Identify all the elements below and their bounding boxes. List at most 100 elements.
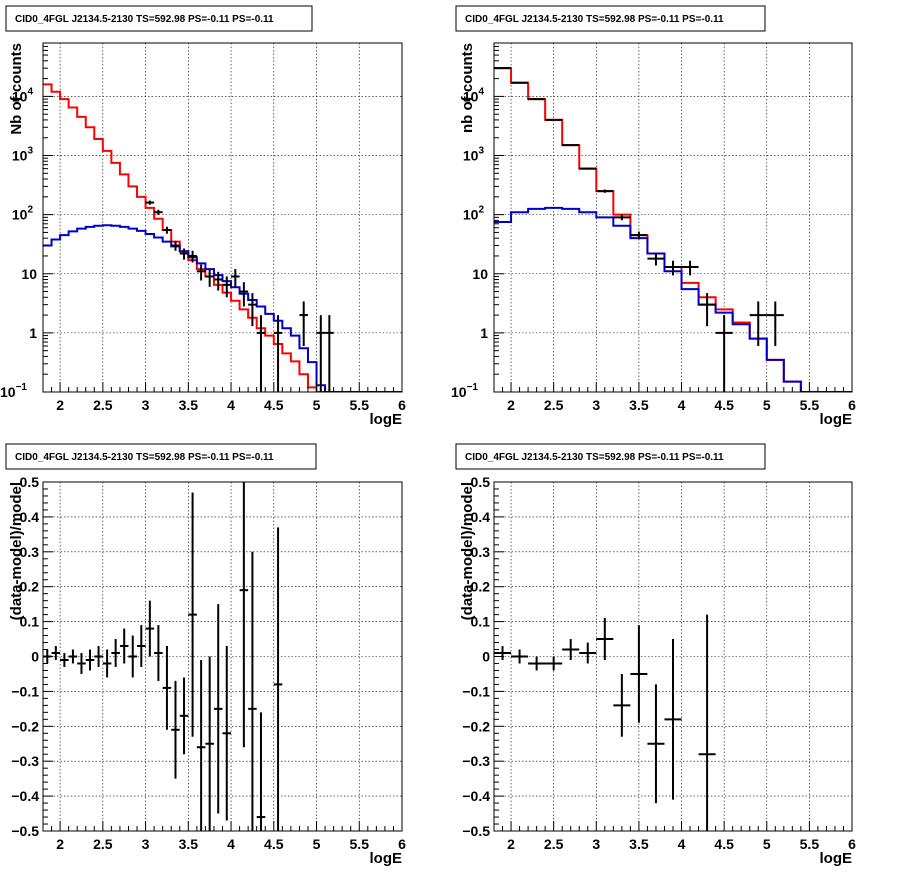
y-tick-label: 102 <box>463 205 485 223</box>
y-tick-label: −0.4 <box>462 788 490 804</box>
y-tick-label: 0.2 <box>20 579 40 595</box>
x-tick-label: 3.5 <box>629 836 649 852</box>
y-tick-label: 0.5 <box>471 474 491 490</box>
x-tick-label: 5 <box>313 397 321 413</box>
y-tick-label: −0.4 <box>11 788 39 804</box>
y-tick-label: 1 <box>480 325 488 341</box>
x-tick-label: 5.5 <box>350 836 370 852</box>
plot-area <box>43 83 402 392</box>
series-line-model_total <box>43 83 402 392</box>
x-tick-label: 4 <box>678 397 686 413</box>
x-tick-label: 5.5 <box>800 836 820 852</box>
chart-title-box <box>5 443 317 470</box>
x-tick-label: 6 <box>398 836 406 852</box>
x-tick-label: 6 <box>398 397 406 413</box>
y-tick-label: 0.1 <box>471 614 491 630</box>
y-tick-label: 0.3 <box>471 544 491 560</box>
plot-area <box>43 482 283 831</box>
chart-panel-1: CID0_4FGL J2134.5-2130 TS=592.98 PS=-0.1… <box>0 5 406 428</box>
x-axis: 2 2.5 3 3.5 4 4.5 5 5.5 6 <box>493 821 856 852</box>
x-tick-label: 3 <box>592 397 600 413</box>
chart-title-box <box>455 5 766 32</box>
y-axis: −0.5 −0.4 −0.3 −0.2 −0.1 0 0.1 0.2 0.3 0.4 0.5 <box>11 474 53 839</box>
x-axis-label: logE <box>370 850 403 867</box>
x-axis: 2 2.5 3 3.5 4 4.5 5 5.5 6 <box>42 821 406 852</box>
x-tick-label: 3 <box>142 836 150 852</box>
x-tick-label: 5 <box>763 397 771 413</box>
y-tick-label: 0.4 <box>20 509 40 525</box>
series-line-model_source <box>494 206 852 392</box>
y-tick-label: 10−1 <box>451 382 478 400</box>
chart-title: CID0_4FGL J2134.5-2130 TS=592.98 PS=-0.1… <box>15 14 274 25</box>
y-axis-label: nb of counts <box>459 43 476 133</box>
x-axis-label: logE <box>820 411 853 428</box>
y-tick-label: 103 <box>463 146 485 164</box>
y-tick-label: −0.2 <box>11 718 39 734</box>
chart-panel-4: CID0_4FGL J2134.5-2130 TS=592.98 PS=-0.1… <box>455 443 856 867</box>
chart-title-box <box>5 5 313 32</box>
x-axis-label: logE <box>820 850 853 867</box>
y-tick-label: 10−1 <box>0 382 27 400</box>
plot-frame <box>42 42 403 393</box>
x-tick-label: 3.5 <box>179 397 199 413</box>
x-tick-label: 2.5 <box>544 397 564 413</box>
x-tick-label: 2.5 <box>93 836 113 852</box>
y-tick-label: 1 <box>29 325 37 341</box>
y-tick-label: 0.5 <box>20 474 40 490</box>
y-tick-label: −0.3 <box>11 753 39 769</box>
series-line-model_source <box>43 224 402 392</box>
grid <box>43 481 403 832</box>
x-tick-label: 2 <box>507 836 515 852</box>
x-tick-label: 4.5 <box>714 836 734 852</box>
x-tick-label: 3 <box>592 836 600 852</box>
x-tick-label: 3 <box>142 397 150 413</box>
x-axis: 2 2.5 3 3.5 4 4.5 5 5.5 6 <box>42 382 406 413</box>
grid <box>494 43 853 393</box>
x-tick-label: 4 <box>227 397 235 413</box>
x-tick-label: 5 <box>313 836 321 852</box>
plot-frame <box>493 42 853 393</box>
x-tick-label: 6 <box>848 836 856 852</box>
y-tick-label: 102 <box>12 205 34 223</box>
x-tick-label: 4.5 <box>264 836 284 852</box>
chart-title-box <box>455 443 766 470</box>
x-tick-label: 2 <box>507 397 515 413</box>
y-tick-label: 0.3 <box>20 544 40 560</box>
y-tick-label: −0.5 <box>462 823 490 839</box>
y-tick-label: 0.1 <box>20 614 40 630</box>
x-axis-label: logE <box>370 411 403 428</box>
plot-area <box>494 614 716 831</box>
y-tick-label: 0 <box>482 649 490 665</box>
chart-title: CID0_4FGL J2134.5-2130 TS=592.98 PS=-0.1… <box>15 452 274 463</box>
x-tick-label: 3.5 <box>629 397 649 413</box>
y-tick-label: 0.4 <box>471 509 491 525</box>
x-tick-label: 4 <box>678 836 686 852</box>
plot-area <box>494 67 852 392</box>
series-line-model_total <box>494 67 852 392</box>
x-tick-label: 2.5 <box>544 836 564 852</box>
x-tick-label: 2 <box>56 836 64 852</box>
y-tick-label: −0.1 <box>462 683 490 699</box>
chart-panel-2: CID0_4FGL J2134.5-2130 TS=592.98 PS=-0.1… <box>451 5 856 428</box>
y-tick-label: −0.1 <box>11 683 39 699</box>
y-tick-label: 10 <box>472 266 488 282</box>
y-axis-label: Nb of counts <box>8 43 25 135</box>
grid <box>43 43 403 393</box>
x-axis: 2 2.5 3 3.5 4 4.5 5 5.5 6 <box>493 382 856 413</box>
x-tick-label: 5 <box>763 836 771 852</box>
y-axis-label: (data-model)/model <box>8 482 25 620</box>
y-tick-label: −0.5 <box>11 823 39 839</box>
x-tick-label: 5.5 <box>800 397 820 413</box>
chart-panel-3: CID0_4FGL J2134.5-2130 TS=592.98 PS=-0.1… <box>5 443 406 867</box>
y-tick-label: 0 <box>31 649 39 665</box>
y-tick-label: 0.2 <box>471 579 491 595</box>
x-tick-label: 4 <box>227 836 235 852</box>
chart-title: CID0_4FGL J2134.5-2130 TS=592.98 PS=-0.1… <box>465 452 724 463</box>
y-tick-label: 10 <box>21 266 37 282</box>
y-axis: −0.5 −0.4 −0.3 −0.2 −0.1 0 0.1 0.2 0.3 0.4 0.5 <box>462 474 504 839</box>
x-tick-label: 3.5 <box>179 836 199 852</box>
y-axis-label: (data-model)/model <box>459 482 476 620</box>
x-tick-label: 4.5 <box>714 397 734 413</box>
x-tick-label: 6 <box>848 397 856 413</box>
